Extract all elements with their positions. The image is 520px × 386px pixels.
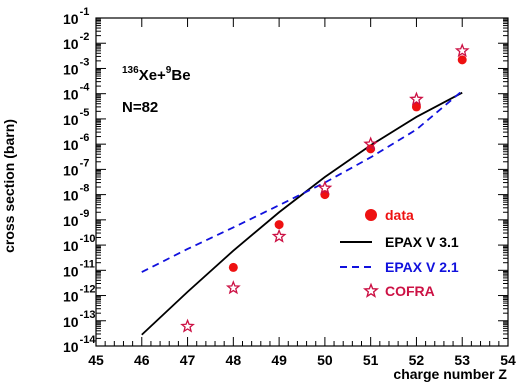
legend-marker-cofra: [362, 282, 380, 298]
x-tick-label: 54: [500, 352, 516, 368]
data-point-cofra: [317, 180, 333, 195]
y-tick-exponent: -10: [80, 233, 96, 245]
y-tick-label: 10-10: [63, 233, 95, 254]
y-tick-label: 10-11: [63, 258, 95, 279]
axis-ticks: 45 46 47 48 49 50 51 52 53 5410-110-210-310-410-5…: [63, 6, 516, 368]
y-tick-base: 10: [63, 263, 79, 279]
reaction-mass2: 9: [166, 65, 172, 76]
y-tick-exponent: -2: [80, 31, 90, 43]
legend-label-epax31: EPAX V 3.1: [385, 234, 459, 250]
data-point-cofra: [454, 43, 470, 58]
y-tick-label: 10-8: [63, 183, 89, 204]
y-tick-label: 10-7: [63, 157, 89, 178]
y-tick-base: 10: [63, 87, 79, 103]
y-tick-exponent: -1: [80, 6, 90, 18]
y-axis-label: cross section (barn): [1, 119, 17, 253]
data-point-cofra: [180, 318, 195, 333]
y-tick-base: 10: [63, 289, 79, 305]
neutron-number-label: N=82: [122, 99, 158, 116]
y-tick-label: 10-2: [63, 31, 89, 52]
y-tick-exponent: -5: [80, 107, 90, 119]
y-tick-exponent: -9: [80, 208, 90, 220]
x-tick-label: 50: [317, 352, 333, 368]
y-tick-exponent: -12: [80, 284, 96, 296]
data-point-cofra: [409, 91, 424, 106]
data-point-data: [457, 55, 467, 65]
y-tick-base: 10: [63, 11, 79, 27]
x-tick-label: 46: [134, 352, 150, 368]
y-tick-label: 10-4: [63, 82, 90, 103]
data-point-data: [228, 262, 238, 272]
y-tick-exponent: -6: [80, 132, 90, 144]
y-tick-label: 10-9: [63, 208, 89, 229]
y-tick-exponent: -4: [80, 82, 91, 94]
legend-label-epax21: EPAX V 2.1: [385, 259, 459, 275]
data-point-cofra: [363, 136, 379, 151]
x-tick-label: 53: [454, 352, 470, 368]
y-tick-label: 10-1: [63, 6, 89, 27]
y-tick-base: 10: [63, 36, 79, 52]
y-tick-label: 10-5: [63, 107, 89, 128]
x-tick-label: 48: [226, 352, 242, 368]
reaction-part2: Be: [171, 67, 190, 84]
reaction-label: 136Xe+9Be: [122, 65, 191, 84]
y-tick-exponent: -7: [80, 157, 90, 169]
y-tick-base: 10: [63, 137, 79, 153]
y-tick-base: 10: [63, 112, 79, 128]
legend: data EPAX V 3.1 EPAX V 2.1 COFRA: [340, 207, 459, 299]
series-line-epax-v-3-1: [141, 91, 463, 336]
y-tick-exponent: -8: [80, 183, 90, 195]
y-tick-exponent: -3: [80, 56, 90, 68]
data-point-data: [274, 220, 284, 230]
y-tick-exponent: -11: [80, 258, 95, 270]
y-tick-label: 10-14: [63, 334, 96, 355]
x-tick-label: 47: [180, 352, 196, 368]
data-point-data: [411, 102, 421, 112]
y-tick-base: 10: [63, 188, 79, 204]
data-point-cofra: [271, 228, 287, 243]
y-tick-label: 10-13: [63, 309, 95, 330]
legend-marker-data: [365, 209, 377, 221]
reaction-mass: 136: [122, 65, 139, 76]
y-tick-label: 10-6: [63, 132, 89, 153]
legend-label-cofra: COFRA: [385, 283, 435, 299]
y-tick-base: 10: [63, 61, 79, 77]
y-tick-exponent: -13: [80, 309, 96, 321]
data-point-cofra: [225, 280, 241, 295]
y-tick-base: 10: [63, 314, 79, 330]
y-tick-base: 10: [63, 238, 79, 254]
series-layer: [141, 43, 470, 336]
y-tick-base: 10: [63, 339, 79, 355]
x-tick-label: 49: [271, 352, 287, 368]
x-tick-label: 52: [409, 352, 425, 368]
x-axis-label: charge number Z: [393, 366, 507, 382]
x-tick-label: 45: [88, 352, 104, 368]
y-tick-label: 10-12: [63, 284, 95, 305]
y-tick-base: 10: [63, 162, 79, 178]
x-tick-label: 51: [363, 352, 379, 368]
y-tick-base: 10: [63, 213, 79, 229]
y-tick-label: 10-3: [63, 56, 89, 77]
reaction-part1: Xe+: [139, 67, 166, 84]
series-line-epax-v-2-1: [141, 90, 463, 273]
plot-frame: [95, 17, 509, 347]
y-tick-exponent: -14: [80, 334, 97, 346]
legend-label-data: data: [385, 207, 414, 223]
